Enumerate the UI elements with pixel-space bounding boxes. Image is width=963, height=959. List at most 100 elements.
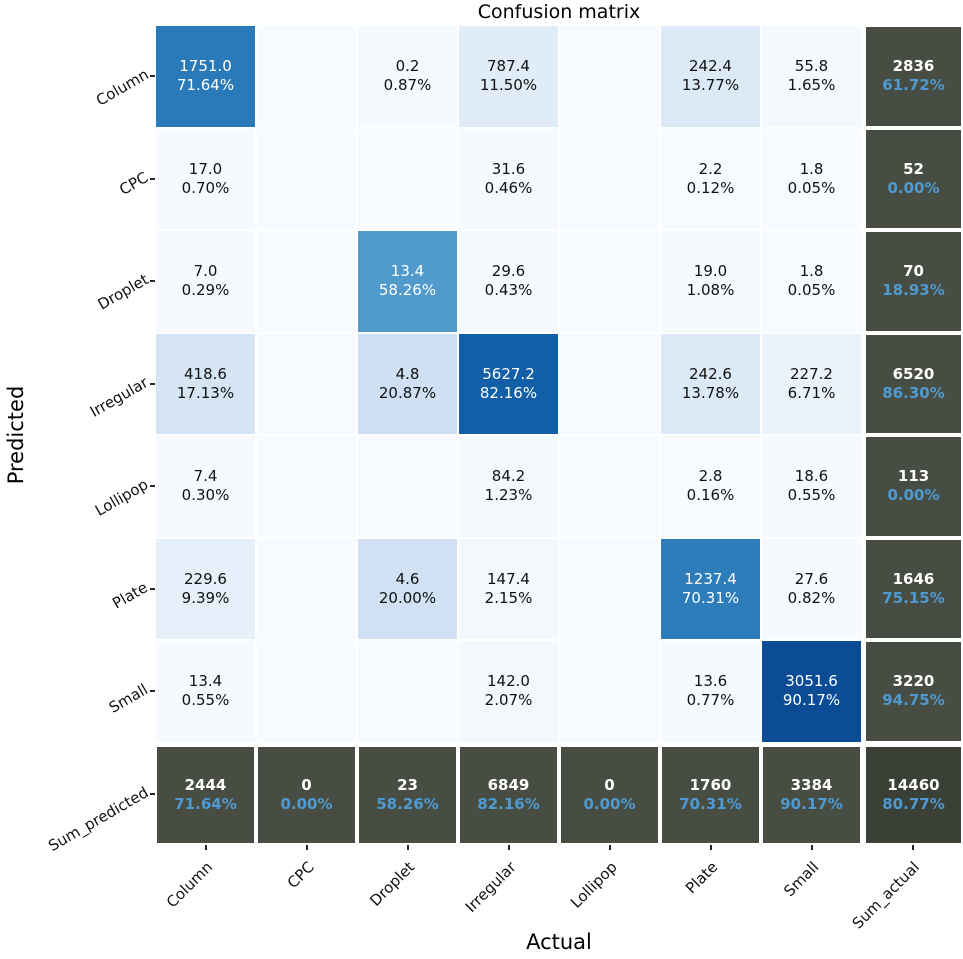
matrix-cell: 7.0 0.29%	[155, 230, 256, 333]
sum-cell: 1760 70.31%	[660, 742, 761, 845]
x-axis-tick	[204, 845, 207, 850]
cell-percent: 70.31%	[681, 588, 740, 607]
matrix-cell: 84.2 1.23%	[458, 435, 559, 538]
empty-cell	[559, 537, 660, 640]
cell-value: 2.2	[698, 159, 723, 178]
sum-cell: 3220 94.75%	[862, 640, 963, 743]
y-tick-label-text: Sum_predicted	[44, 783, 152, 855]
cell-value: 13.4	[390, 262, 425, 281]
cell-percent: 2.15%	[484, 588, 533, 607]
cell-value: 2444	[184, 775, 227, 794]
x-tick-label-text: CPC	[283, 858, 318, 892]
x-axis-title: Actual	[526, 930, 592, 954]
cell-value: 787.4	[487, 57, 530, 76]
cell-percent: 0.00%	[887, 486, 940, 505]
cell-percent: 0.30%	[181, 486, 230, 505]
cell-value: 418.6	[184, 364, 227, 383]
matrix-cell: 31.6 0.46%	[458, 127, 559, 230]
empty-cell	[256, 435, 357, 538]
cell-value: 142.0	[487, 672, 530, 691]
sum-cell: 6520 86.30%	[862, 332, 963, 435]
matrix-cell: 7.4 0.30%	[155, 435, 256, 538]
matrix-cell: 4.8 20.87%	[357, 332, 458, 435]
matrix-cell: 13.4 0.55%	[155, 640, 256, 743]
sum-cell: 70 18.93%	[862, 230, 963, 333]
cell-percent: 0.43%	[484, 281, 533, 300]
empty-cell	[256, 537, 357, 640]
matrix-cell: 147.4 2.15%	[458, 537, 559, 640]
cell-percent: 0.55%	[787, 486, 836, 505]
matrix-cell: 5627.2 82.16%	[458, 332, 559, 435]
empty-cell	[256, 640, 357, 743]
cell-value: 23	[397, 775, 418, 794]
x-axis-tick	[911, 845, 914, 850]
x-axis-tick	[608, 845, 611, 850]
cell-percent: 71.64%	[174, 794, 237, 813]
cell-percent: 0.77%	[686, 691, 735, 710]
cell-value: 55.8	[794, 57, 829, 76]
cell-value: 1646	[892, 569, 935, 588]
cell-percent: 0.87%	[383, 76, 432, 95]
y-tick-label-text: Droplet	[94, 270, 152, 314]
sum-cell: 0 0.00%	[256, 742, 357, 845]
cell-value: 227.2	[790, 364, 833, 383]
empty-cell	[357, 435, 458, 538]
y-axis-tick	[150, 485, 155, 488]
cell-value: 31.6	[491, 159, 526, 178]
matrix-cell: 29.6 0.43%	[458, 230, 559, 333]
sum-cell: 0 0.00%	[559, 742, 660, 845]
matrix-cell: 18.6 0.55%	[761, 435, 862, 538]
cell-value: 13.4	[188, 672, 223, 691]
cell-value: 242.4	[689, 57, 732, 76]
chart-title: Confusion matrix	[477, 1, 641, 23]
x-axis-tick	[709, 845, 712, 850]
cell-value: 6520	[892, 364, 935, 383]
cell-value: 13.6	[693, 672, 728, 691]
sum-cell: 2836 61.72%	[862, 25, 963, 128]
cell-value: 6849	[487, 775, 530, 794]
empty-cell	[256, 332, 357, 435]
cell-percent: 61.72%	[882, 76, 945, 95]
cell-percent: 58.26%	[378, 281, 437, 300]
cell-percent: 75.15%	[882, 588, 945, 607]
empty-cell	[357, 127, 458, 230]
cell-percent: 1.65%	[787, 76, 836, 95]
cell-percent: 82.16%	[477, 794, 540, 813]
y-axis-tick	[150, 792, 155, 795]
cell-percent: 13.78%	[681, 383, 740, 402]
y-tick-label-text: Column	[92, 65, 152, 110]
sum-cell: 6849 82.16%	[458, 742, 559, 845]
y-tick-label-text: CPC	[116, 168, 152, 199]
cell-percent: 0.12%	[686, 178, 735, 197]
cell-value: 14460	[887, 775, 940, 794]
cell-value: 7.4	[193, 467, 218, 486]
y-axis-tick	[150, 280, 155, 283]
x-tick-label-text: Irregular	[461, 858, 520, 916]
matrix-cell: 229.6 9.39%	[155, 537, 256, 640]
cell-value: 2836	[892, 57, 935, 76]
cell-percent: 0.55%	[181, 691, 230, 710]
cell-value: 3384	[790, 775, 833, 794]
cell-percent: 6.71%	[787, 383, 836, 402]
cell-value: 1760	[689, 775, 732, 794]
cell-percent: 71.64%	[176, 76, 235, 95]
y-axis-title-text: Predicted	[4, 385, 28, 485]
x-axis-tick	[810, 845, 813, 850]
cell-percent: 0.00%	[280, 794, 333, 813]
matrix-cell: 418.6 17.13%	[155, 332, 256, 435]
matrix-cell: 2.8 0.16%	[660, 435, 761, 538]
matrix-cell: 19.0 1.08%	[660, 230, 761, 333]
matrix-cell: 1.8 0.05%	[761, 230, 862, 333]
cell-percent: 0.16%	[686, 486, 735, 505]
cell-percent: 90.17%	[782, 691, 841, 710]
x-axis-tick	[406, 845, 409, 850]
empty-cell	[559, 127, 660, 230]
cell-percent: 94.75%	[882, 691, 945, 710]
x-tick-label-text: Droplet	[366, 858, 419, 910]
cell-value: 4.6	[395, 569, 420, 588]
cell-value: 4.8	[395, 364, 420, 383]
matrix-cell: 0.2 0.87%	[357, 25, 458, 128]
cell-value: 7.0	[193, 262, 218, 281]
cell-value: 1751.0	[179, 57, 232, 76]
